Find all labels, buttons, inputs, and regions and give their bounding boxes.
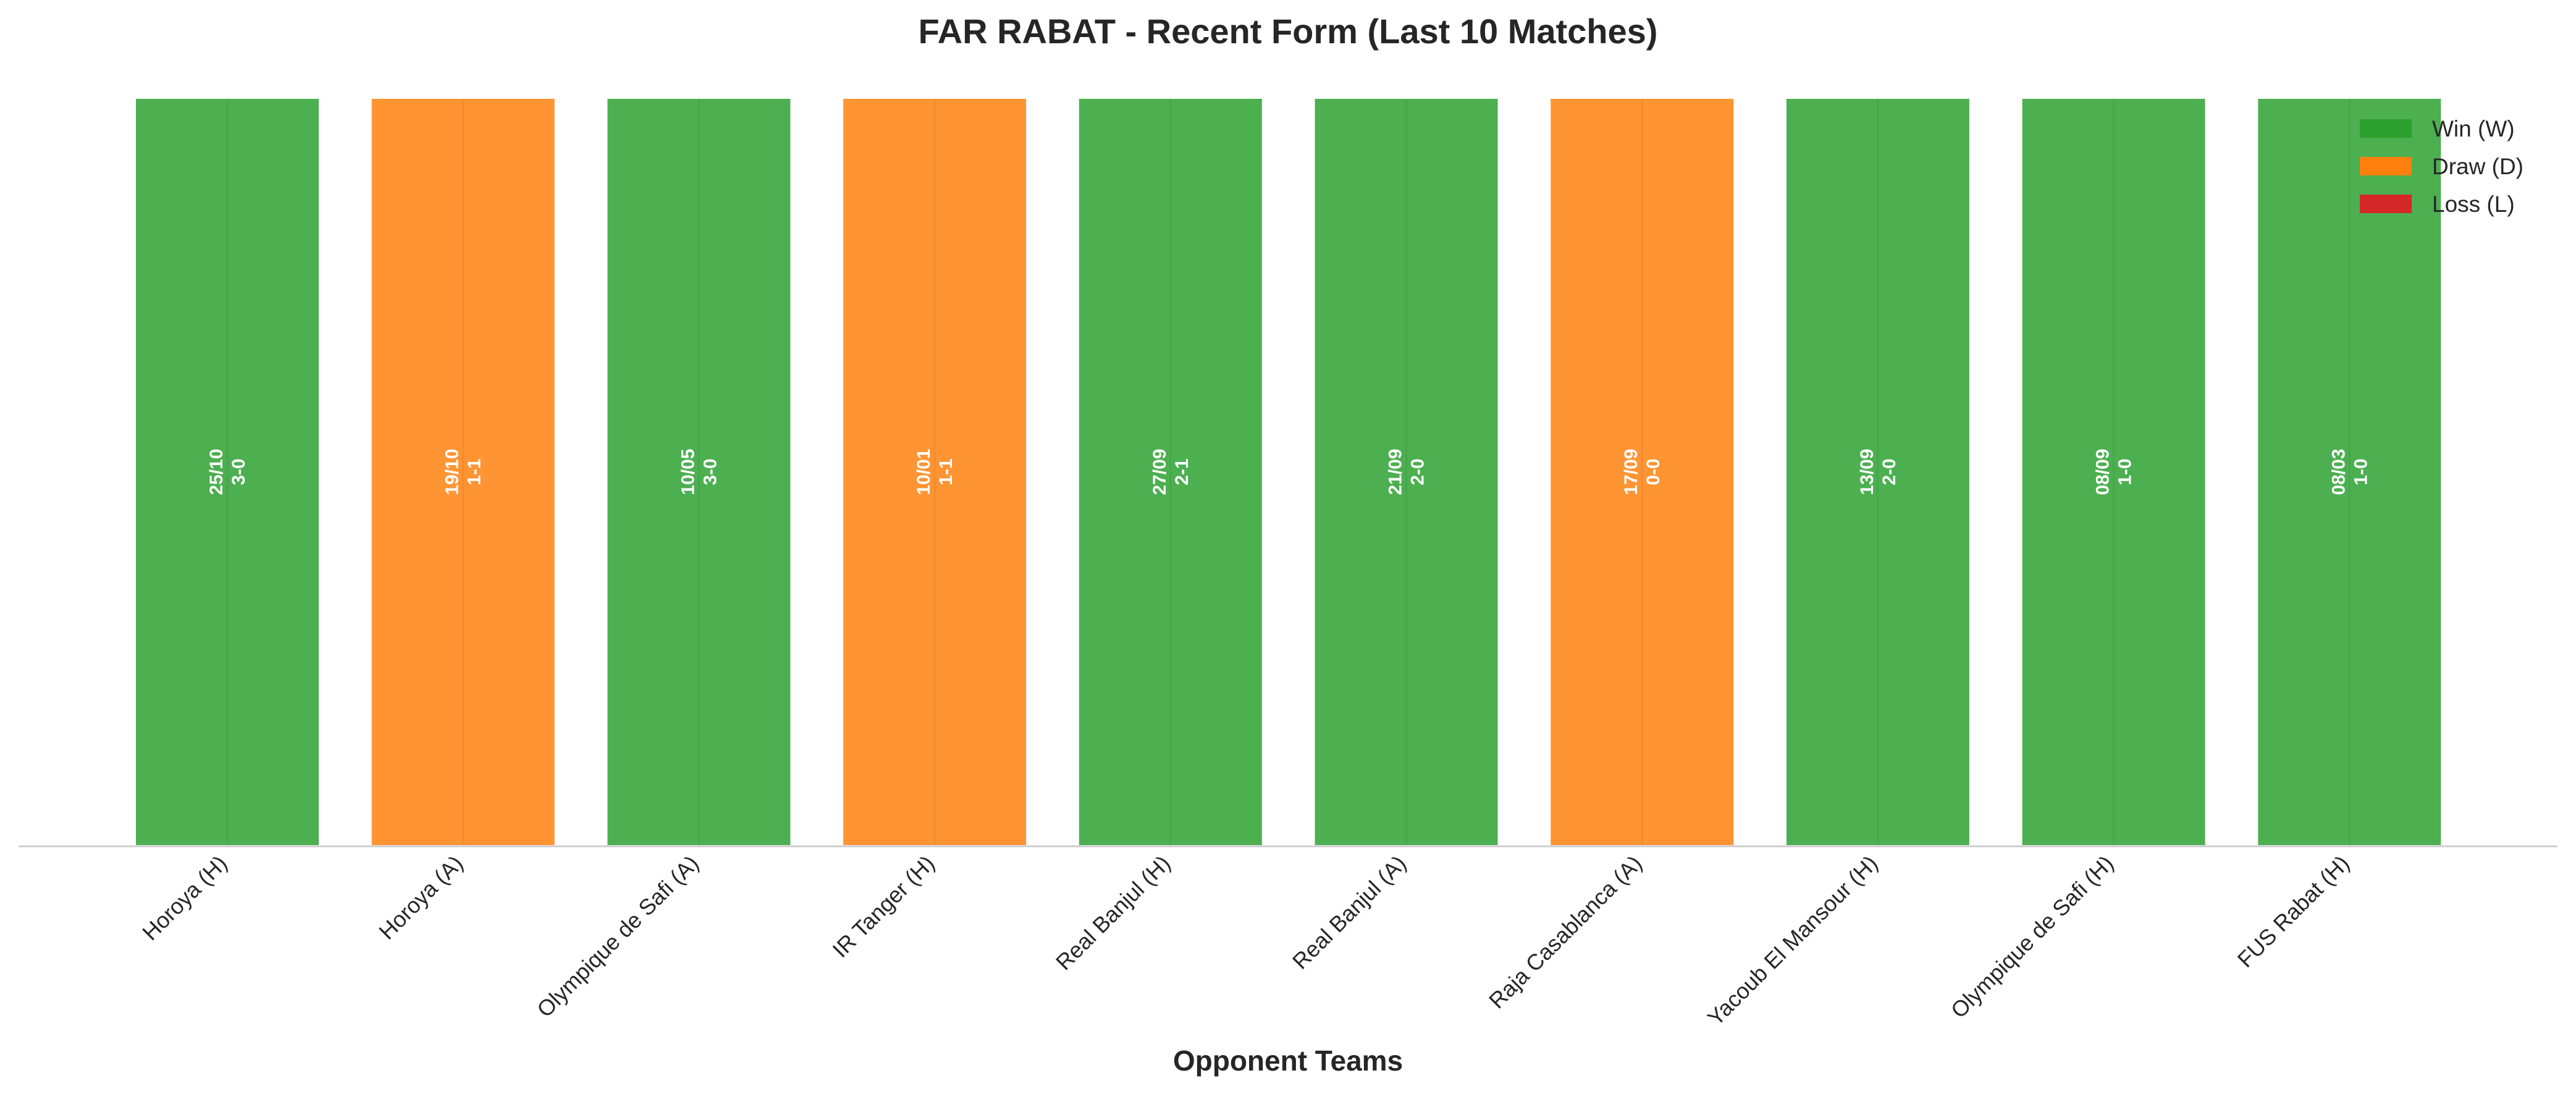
bar-group: 21/09 2-0 — [1312, 96, 1501, 848]
bar-label-score: 3-0 — [700, 458, 720, 485]
legend-swatch — [2360, 157, 2412, 175]
bar-label-score: 1-1 — [465, 458, 485, 485]
chart-title: FAR RABAT - Recent Form (Last 10 Matches… — [919, 12, 1658, 51]
bar-d — [1548, 96, 1736, 848]
bar-label-date: 10/05 — [678, 448, 698, 495]
bar-label: 27/09 2-1 — [1150, 448, 1192, 495]
bar-label-date: 08/03 — [2328, 448, 2349, 495]
bar-label: 10/01 1-1 — [914, 448, 956, 495]
legend: Win (W) Draw (D) Loss (L) — [2360, 116, 2523, 217]
bar-group: 27/09 2-1 — [1076, 96, 1265, 848]
legend-item-l: Loss (L) — [2360, 191, 2515, 217]
legend-label: Draw (D) — [2432, 154, 2523, 179]
bar-label: 19/10 1-1 — [442, 448, 485, 495]
bar-label-score: 1-0 — [2351, 458, 2371, 485]
bar-d — [841, 96, 1029, 848]
x-tick-label: Raja Casablanca (A) — [1484, 851, 1647, 1014]
bar-label-score: 3-0 — [229, 458, 249, 485]
bar-label: 21/09 2-0 — [1386, 448, 1428, 495]
bar-group: 13/09 2-0 — [1783, 96, 1972, 848]
bar-group: 25/10 3-0 — [133, 96, 321, 848]
bar-w — [2255, 96, 2444, 848]
bar-group: 10/05 3-0 — [605, 96, 793, 848]
bar-label-date: 10/01 — [914, 448, 934, 495]
bar-label-date: 25/10 — [206, 448, 227, 495]
x-tick-label: IR Tanger (H) — [827, 851, 939, 962]
bar-label-score: 1-0 — [2115, 458, 2136, 485]
bar-label-score: 2-0 — [1879, 458, 1900, 485]
bar-w — [605, 96, 793, 848]
bar-group: 08/09 1-0 — [2019, 96, 2208, 848]
bar-label: 08/09 1-0 — [2093, 448, 2136, 495]
bar-w — [1312, 96, 1501, 848]
bars-group: 25/10 3-0 19/10 1-1 10/05 3-0 10/01 1-1 27/09 2-1… — [133, 96, 2444, 848]
x-tick-label: Horoya (H) — [137, 851, 232, 945]
bar-group: 19/10 1-1 — [369, 96, 557, 848]
bar-label-date: 27/09 — [1150, 448, 1170, 495]
x-tick-label: Yacoub El Mansour (H) — [1703, 851, 1883, 1031]
bar-label-score: 0-0 — [1643, 458, 1664, 485]
bar-d — [369, 96, 557, 848]
bar-w — [133, 96, 321, 848]
bar-group: 08/03 1-0 — [2255, 96, 2444, 848]
x-tick-label: Real Banjul (A) — [1287, 851, 1411, 974]
bar-w — [1076, 96, 1265, 848]
bar-label-score: 1-1 — [936, 458, 956, 485]
x-tick-label: Real Banjul (H) — [1051, 851, 1176, 975]
bar-label-date: 17/09 — [1621, 448, 1641, 495]
x-tick-label: Olympique de Safi (H) — [1946, 851, 2118, 1023]
bar-label-date: 19/10 — [442, 448, 463, 495]
bar-label-date: 13/09 — [1857, 448, 1877, 495]
x-tick-label: FUS Rabat (H) — [2233, 851, 2354, 972]
legend-label: Loss (L) — [2432, 191, 2515, 217]
x-tick-label: Olympique de Safi (A) — [532, 851, 704, 1022]
x-tick-label: Horoya (A) — [374, 851, 468, 945]
bar-label: 17/09 0-0 — [1621, 448, 1664, 495]
bar-label: 10/05 3-0 — [678, 448, 720, 495]
legend-swatch — [2360, 195, 2412, 213]
legend-label: Win (W) — [2432, 116, 2515, 141]
legend-swatch — [2360, 119, 2412, 138]
x-axis-label: Opponent Teams — [1173, 1045, 1403, 1077]
bar-group: 17/09 0-0 — [1548, 96, 1736, 848]
bar-label-date: 21/09 — [1386, 448, 1406, 495]
bar-group: 10/01 1-1 — [841, 96, 1029, 848]
x-tick-labels-group: Horoya (H) Horoya (A) Olympique de Safi (A… — [137, 851, 2354, 1031]
bar-label-date: 08/09 — [2093, 448, 2113, 495]
bar-label: 25/10 3-0 — [206, 448, 249, 495]
bar-label-score: 2-0 — [1408, 458, 1428, 485]
bar-label-score: 2-1 — [1172, 458, 1192, 485]
bar-label: 08/03 1-0 — [2328, 448, 2371, 495]
legend-item-w: Win (W) — [2360, 116, 2515, 141]
legend-item-d: Draw (D) — [2360, 154, 2523, 179]
bar-label: 13/09 2-0 — [1857, 448, 1900, 495]
